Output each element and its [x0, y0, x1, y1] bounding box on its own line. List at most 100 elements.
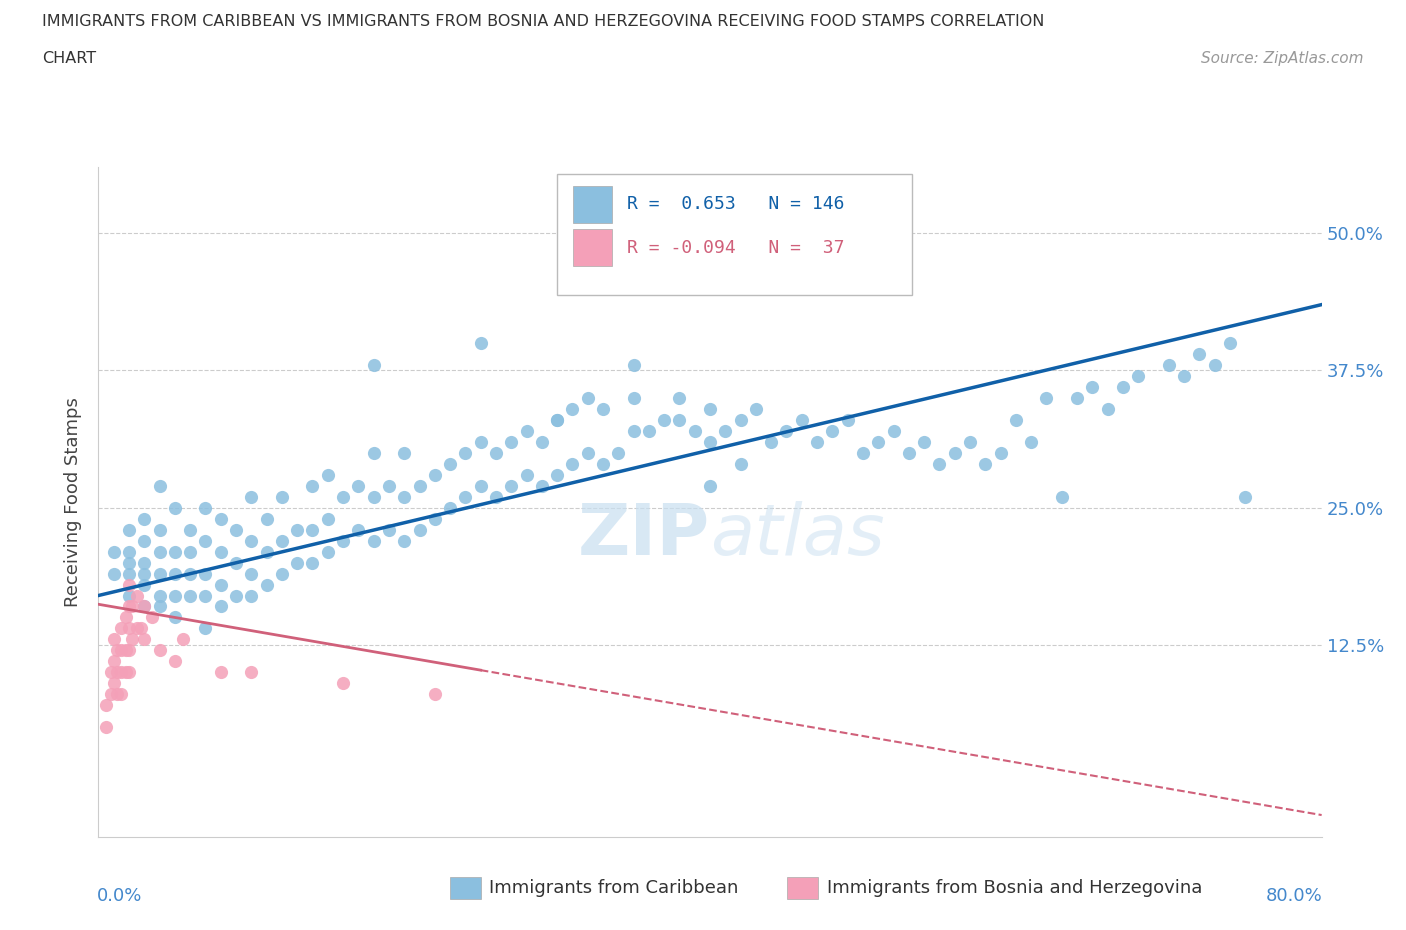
Point	[225, 588, 247, 603]
Point	[561, 457, 583, 472]
Point	[105, 665, 128, 680]
Point	[668, 391, 690, 405]
Point	[363, 357, 385, 372]
Point	[110, 643, 132, 658]
Point	[134, 599, 156, 614]
Point	[912, 434, 935, 449]
Point	[1019, 434, 1042, 449]
Point	[546, 412, 568, 427]
Point	[163, 544, 186, 559]
Point	[100, 665, 122, 680]
Point	[240, 566, 263, 581]
Point	[974, 457, 997, 472]
Point	[868, 434, 890, 449]
Point	[301, 523, 323, 538]
Point	[316, 544, 339, 559]
Point	[225, 555, 247, 570]
Point	[179, 544, 201, 559]
Point	[285, 555, 308, 570]
Point	[883, 423, 905, 438]
Point	[1173, 368, 1195, 383]
Point	[347, 523, 370, 538]
Point	[209, 599, 232, 614]
Point	[592, 402, 614, 417]
Point	[1081, 379, 1104, 394]
Point	[623, 357, 645, 372]
Point	[439, 500, 461, 515]
Point	[530, 478, 553, 493]
FancyBboxPatch shape	[574, 230, 612, 266]
Point	[837, 412, 859, 427]
Point	[125, 621, 148, 636]
Point	[149, 643, 172, 658]
Point	[454, 445, 477, 460]
Point	[134, 566, 156, 581]
Point	[194, 500, 217, 515]
Point	[501, 434, 523, 449]
Point	[392, 489, 416, 504]
Point	[103, 544, 125, 559]
Point	[115, 610, 138, 625]
Point	[134, 632, 156, 647]
Point	[637, 423, 661, 438]
Point	[163, 566, 186, 581]
Point	[470, 434, 492, 449]
Point	[256, 512, 278, 526]
Point	[759, 434, 782, 449]
Point	[730, 457, 752, 472]
Point	[668, 412, 690, 427]
Point	[378, 478, 401, 493]
Point	[347, 478, 370, 493]
Point	[501, 478, 523, 493]
Point	[209, 665, 232, 680]
Point	[363, 489, 385, 504]
Point	[1004, 412, 1026, 427]
Point	[110, 621, 132, 636]
Point	[118, 523, 141, 538]
Point	[209, 512, 232, 526]
Point	[546, 467, 568, 482]
Point	[699, 478, 721, 493]
Point	[530, 434, 553, 449]
Point	[516, 423, 538, 438]
Point	[270, 489, 292, 504]
Point	[683, 423, 706, 438]
Text: 80.0%: 80.0%	[1267, 887, 1323, 905]
Point	[439, 457, 461, 472]
Point	[332, 489, 354, 504]
Point	[149, 566, 172, 581]
Point	[115, 643, 138, 658]
Point	[623, 423, 645, 438]
Point	[110, 665, 132, 680]
Point	[852, 445, 875, 460]
Point	[270, 566, 292, 581]
Point	[118, 566, 141, 581]
Point	[990, 445, 1012, 460]
Point	[1112, 379, 1135, 394]
Point	[699, 402, 721, 417]
Point	[240, 489, 263, 504]
Point	[110, 687, 132, 702]
Point	[363, 533, 385, 548]
Point	[163, 500, 186, 515]
Point	[1157, 357, 1180, 372]
Point	[790, 412, 813, 427]
Point	[103, 566, 125, 581]
Point	[332, 533, 354, 548]
FancyBboxPatch shape	[574, 186, 612, 222]
Point	[94, 698, 117, 712]
Point	[194, 533, 217, 548]
Point	[1204, 357, 1226, 372]
Point	[1097, 402, 1119, 417]
FancyBboxPatch shape	[557, 174, 912, 295]
Text: Immigrants from Caribbean: Immigrants from Caribbean	[489, 879, 738, 897]
Point	[1050, 489, 1073, 504]
Point	[378, 523, 401, 538]
Point	[392, 533, 416, 548]
Text: CHART: CHART	[42, 51, 96, 66]
Point	[118, 665, 141, 680]
Point	[121, 599, 143, 614]
Point	[149, 588, 172, 603]
Text: Immigrants from Bosnia and Herzegovina: Immigrants from Bosnia and Herzegovina	[827, 879, 1202, 897]
Point	[470, 336, 492, 351]
